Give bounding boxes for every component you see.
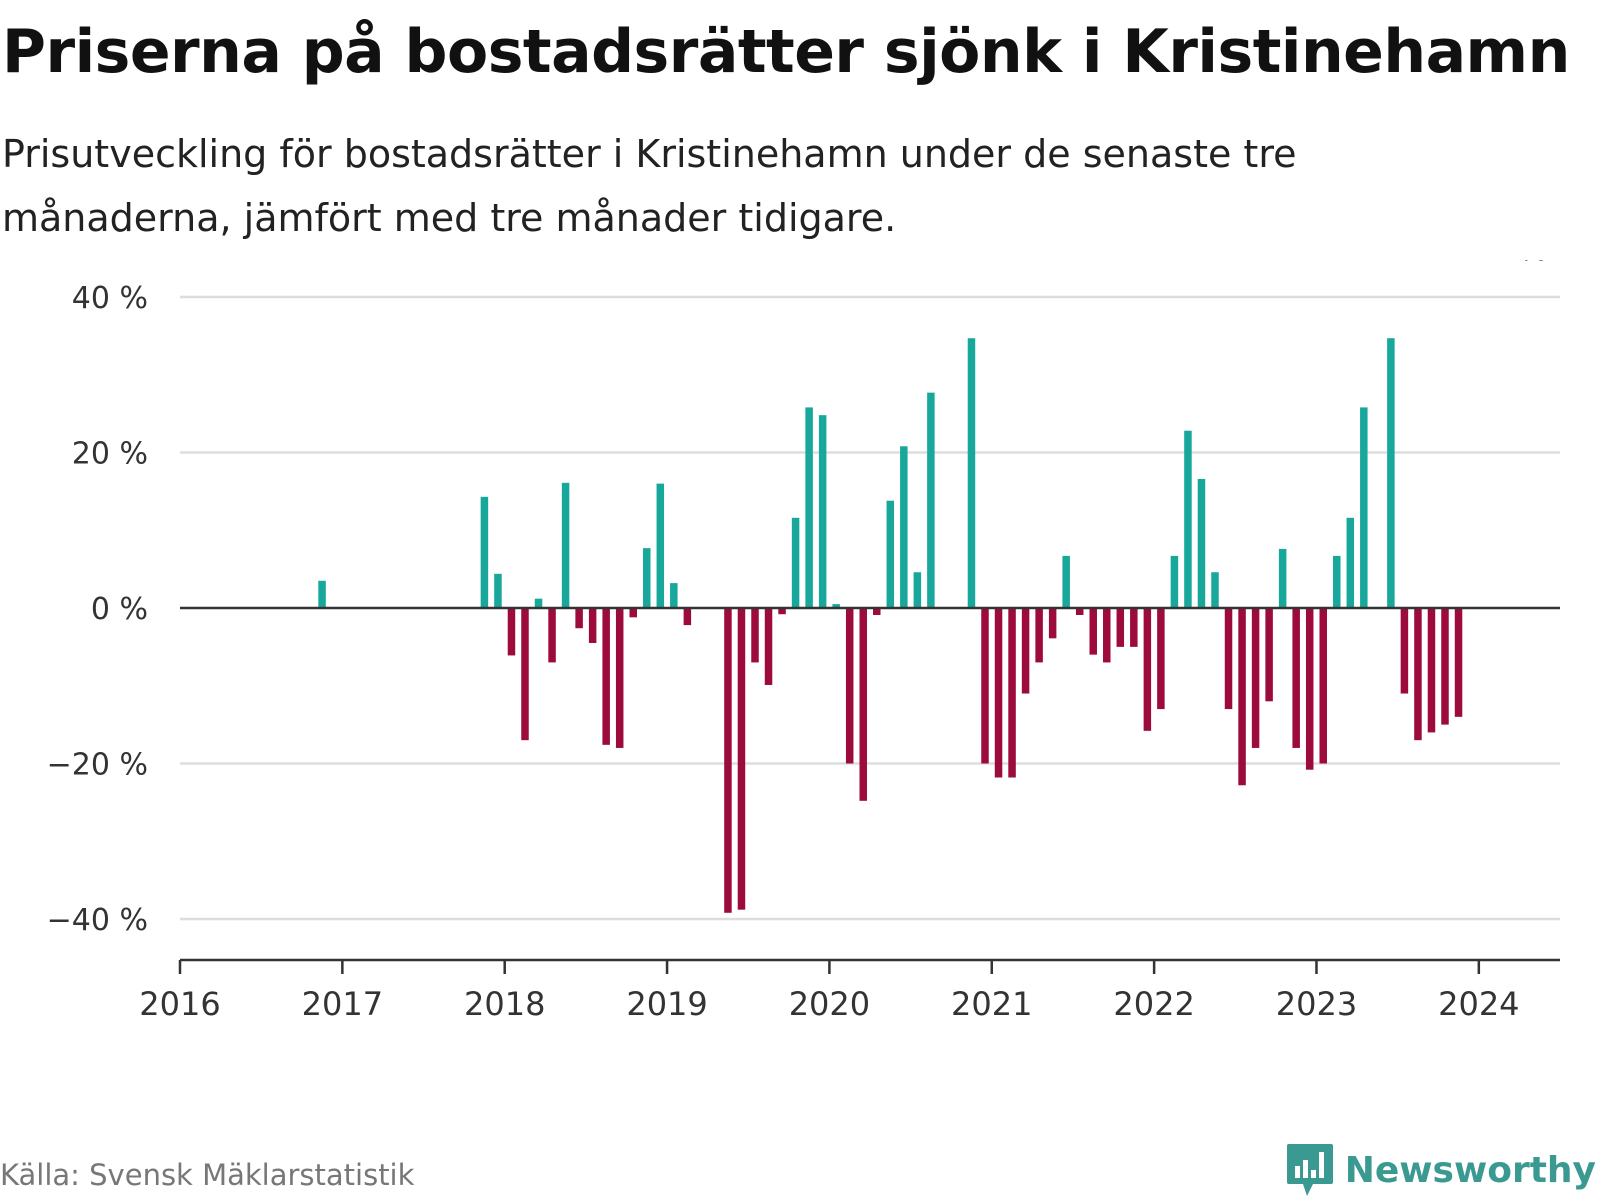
x-tick-label: 2017 xyxy=(302,985,383,1020)
bar xyxy=(1319,608,1327,764)
bar xyxy=(1292,608,1300,748)
bar xyxy=(1008,608,1016,778)
data-label: −14 % xyxy=(1443,260,1548,268)
bar xyxy=(927,392,935,608)
x-tick-label: 2024 xyxy=(1438,985,1519,1020)
bar xyxy=(981,608,989,764)
bar xyxy=(1305,608,1314,770)
bar xyxy=(683,608,692,626)
bar xyxy=(1211,572,1219,608)
bar xyxy=(1021,608,1030,694)
bar xyxy=(1184,430,1192,608)
bar xyxy=(778,608,786,615)
bar xyxy=(561,482,570,608)
bar-chart-speech-bubble-icon xyxy=(1286,1144,1333,1196)
bar xyxy=(656,483,665,608)
bar xyxy=(1400,608,1409,694)
bar xyxy=(1116,608,1125,647)
bar xyxy=(670,583,678,608)
bar xyxy=(751,608,759,663)
bar xyxy=(1197,478,1206,608)
bar xyxy=(318,580,326,608)
bar xyxy=(1333,555,1341,608)
brand-name: Newsworthy xyxy=(1344,1149,1596,1191)
bar xyxy=(1224,608,1233,710)
bar-chart: 40 % 20 % 0 % −20 % −40 % −14 % 2016 2017 2018 20… xyxy=(47,260,1560,1020)
bar xyxy=(1454,608,1463,717)
bar xyxy=(845,608,854,764)
bar xyxy=(1251,608,1260,748)
bar xyxy=(859,608,867,801)
bar xyxy=(913,572,922,608)
bar xyxy=(575,608,583,629)
bar xyxy=(615,608,624,748)
bar xyxy=(1238,608,1246,786)
bar xyxy=(791,517,800,608)
y-tick-label: 20 % xyxy=(72,437,148,472)
bar xyxy=(1089,608,1097,655)
x-tick-label: 2021 xyxy=(951,985,1032,1020)
bar xyxy=(724,608,732,913)
bar xyxy=(507,608,516,656)
brand-logo[interactable]: Newsworthy xyxy=(1285,1140,1596,1200)
bar xyxy=(1414,608,1422,741)
bar xyxy=(1075,608,1084,615)
bar xyxy=(1062,555,1070,608)
y-tick-label: −20 % xyxy=(47,748,148,783)
bar xyxy=(832,604,840,608)
bar xyxy=(1048,608,1057,639)
bar xyxy=(737,608,746,910)
bar xyxy=(886,500,895,608)
bar xyxy=(1441,608,1449,725)
bar xyxy=(1387,338,1395,608)
bar xyxy=(1143,608,1152,731)
x-tick-label: 2023 xyxy=(1276,985,1357,1020)
bar xyxy=(764,608,773,685)
bar xyxy=(1360,407,1368,608)
bar xyxy=(1346,517,1355,608)
y-tick-label: 40 % xyxy=(72,281,148,316)
bar xyxy=(521,608,529,741)
x-tick-label: 2018 xyxy=(464,985,545,1020)
bar xyxy=(1157,608,1165,710)
bar xyxy=(1035,608,1043,663)
bar xyxy=(1427,608,1436,733)
bar xyxy=(1265,608,1273,702)
x-tick-label: 2020 xyxy=(789,985,870,1020)
bar xyxy=(818,415,827,608)
bar xyxy=(873,608,881,615)
page-title: Priserna på bostadsrätter sjönk i Kristi… xyxy=(2,17,1570,87)
bar xyxy=(629,608,637,618)
bar xyxy=(994,608,1003,778)
x-tick-label: 2019 xyxy=(626,985,707,1020)
x-tick-label: 2022 xyxy=(1113,985,1194,1020)
bar xyxy=(643,548,651,608)
bar xyxy=(494,573,502,608)
bar xyxy=(534,598,543,608)
x-tick-label: 2016 xyxy=(139,985,220,1020)
bar xyxy=(588,608,597,643)
bar xyxy=(900,446,908,608)
source-note: Källa: Svensk Mäklarstatistik xyxy=(0,1158,415,1192)
page-subtitle: Prisutveckling för bostadsrätter i Krist… xyxy=(2,132,1297,240)
bar xyxy=(1278,548,1287,608)
bar xyxy=(480,496,489,608)
y-tick-label: −40 % xyxy=(47,903,148,938)
y-tick-label: 0 % xyxy=(91,592,148,627)
bar xyxy=(602,608,610,745)
bar xyxy=(548,608,556,663)
bar xyxy=(805,407,813,608)
bar xyxy=(1130,608,1138,647)
bar xyxy=(967,338,976,608)
bar xyxy=(1170,555,1179,608)
bar xyxy=(1103,608,1111,663)
